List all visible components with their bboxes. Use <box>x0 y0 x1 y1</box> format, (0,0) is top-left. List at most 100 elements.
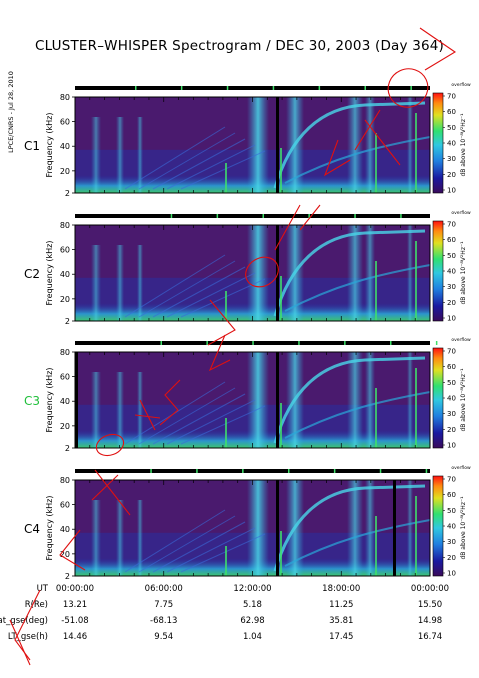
ephemeris-value: 11.25 <box>329 600 353 610</box>
data-gap <box>393 480 396 576</box>
colorbar-tick: 50 <box>447 252 456 260</box>
colorbar-overflow-tag: overflow <box>451 337 471 343</box>
ytick-label: 20 <box>60 550 70 559</box>
colorbar-tick: 20 <box>447 171 456 179</box>
ephemeris-row-ut: UT 00:00:00 06:00:00 12:00:00 18:00:00 00:00:… <box>37 584 450 594</box>
ephemeris-value: 17.45 <box>329 632 353 642</box>
ytick-label: 40 <box>60 397 70 406</box>
colorbar-tick: 60 <box>447 491 456 499</box>
ephemeris-value: -68.13 <box>150 616 177 626</box>
colorbar <box>432 347 444 449</box>
status-bar <box>75 214 430 218</box>
colorbar-label: dB above 10⁻⁸V²Hz⁻¹ <box>460 496 467 560</box>
colorbar-tick: 60 <box>447 236 456 244</box>
data-gap <box>276 480 279 576</box>
ephemeris-value: 5.18 <box>243 600 262 610</box>
ytick-label: 20 <box>60 422 70 431</box>
colorbar-tick: 10 <box>447 442 456 450</box>
colorbar <box>432 220 444 322</box>
ephemeris-label: R(Re) <box>25 600 48 610</box>
ephemeris-value: 9.54 <box>154 632 173 642</box>
ytick-label: 60 <box>60 246 70 255</box>
ytick-label: 60 <box>60 118 70 127</box>
colorbar-tick: 50 <box>447 379 456 387</box>
panel-label: C4 <box>24 522 40 536</box>
ytick-label: 40 <box>60 525 70 534</box>
ephemeris-value: 1.04 <box>243 632 262 642</box>
ytick-label: 80 <box>60 93 70 102</box>
y-axis-label: Frequency (kHz) <box>45 241 54 306</box>
spectrogram-emissions <box>75 480 431 576</box>
ytick-label: 20 <box>60 167 70 176</box>
ytick-label: 2 <box>65 317 70 326</box>
colorbar-tick: 40 <box>447 140 456 148</box>
ytick-label: 80 <box>60 221 70 230</box>
ytick-label: 60 <box>60 373 70 382</box>
colorbar-tick: 30 <box>447 155 456 163</box>
colorbar-tick: 60 <box>447 108 456 116</box>
colorbar-tick: 40 <box>447 395 456 403</box>
y-axis-label: Frequency (kHz) <box>45 496 54 561</box>
ytick-label: 2 <box>65 444 70 453</box>
ytick-label: 80 <box>60 348 70 357</box>
panel-c2: 2 20 40 60 80 Frequency (kHz) C2 overflow 10 20 30… <box>24 210 471 326</box>
spectrogram-emissions <box>75 97 431 193</box>
panel-c4: 2 20 40 60 80 Frequency (kHz) C4 overflow 10 20 30… <box>24 465 471 581</box>
colorbar-overflow-tag: overflow <box>451 82 471 88</box>
ytick-label: 2 <box>65 572 70 581</box>
ephemeris-value: 13.21 <box>63 600 87 610</box>
chart-title: CLUSTER–WHISPER Spectrogram / DEC 30, 20… <box>34 38 445 54</box>
colorbar-overflow-tag: overflow <box>451 210 471 216</box>
ephemeris-value: 00:00:00 <box>56 584 94 594</box>
colorbar-tick: 20 <box>447 554 456 562</box>
data-gap <box>276 97 279 193</box>
colorbar-tick: 10 <box>447 187 456 195</box>
data-gap <box>75 352 78 448</box>
colorbar-label: dB above 10⁻⁸V²Hz⁻¹ <box>460 113 467 177</box>
colorbar-tick: 10 <box>447 315 456 323</box>
ephemeris-value: 62.98 <box>240 616 264 626</box>
ytick-label: 40 <box>60 142 70 151</box>
colorbar <box>432 475 444 577</box>
ytick-label: 20 <box>60 295 70 304</box>
colorbar-tick: 70 <box>447 348 456 356</box>
colorbar <box>432 92 444 194</box>
colorbar-tick: 70 <box>447 93 456 101</box>
colorbar-label: dB above 10⁻⁸V²Hz⁻¹ <box>460 241 467 305</box>
colorbar-overflow-tag: overflow <box>451 465 471 471</box>
colorbar-tick: 30 <box>447 283 456 291</box>
ephemeris-row-r: R(Re) 13.21 7.75 5.18 11.25 15.50 <box>25 600 442 610</box>
ephemeris-value: 00:00:00 <box>411 584 449 594</box>
colorbar-tick: 50 <box>447 507 456 515</box>
ytick-label: 40 <box>60 270 70 279</box>
status-bar <box>75 341 438 345</box>
panel-c3: 2 20 40 60 80 Frequency (kHz) C3 overflow 10 20 30… <box>24 337 471 453</box>
ephemeris-value: 06:00:00 <box>145 584 183 594</box>
panel-c1: 2 20 40 60 80 Frequency (kHz) C1 overflow 10 20 30… <box>24 82 471 198</box>
colorbar-tick: 40 <box>447 523 456 531</box>
status-bar <box>75 86 430 90</box>
ephemeris-value: 14.46 <box>63 632 87 642</box>
y-axis-label: Frequency (kHz) <box>45 113 54 178</box>
ephemeris-value: -51.08 <box>61 616 88 626</box>
ephemeris-label: LT_gse(h) <box>8 632 48 642</box>
ytick-label: 80 <box>60 476 70 485</box>
colorbar-label: dB above 10⁻⁸V²Hz⁻¹ <box>460 368 467 432</box>
colorbar-tick: 70 <box>447 221 456 229</box>
colorbar-tick: 10 <box>447 570 456 578</box>
colorbar-tick: 70 <box>447 476 456 484</box>
ephemeris-row-lt: LT_gse(h) 14.46 9.54 1.04 17.45 16.74 <box>8 632 442 642</box>
colorbar-tick: 30 <box>447 410 456 418</box>
ephemeris-value: 12:00:00 <box>233 584 271 594</box>
panel-label: C2 <box>24 267 40 281</box>
colorbar-tick: 50 <box>447 124 456 132</box>
colorbar-tick: 30 <box>447 538 456 546</box>
y-axis-label: Frequency (kHz) <box>45 368 54 433</box>
colorbar-tick: 40 <box>447 268 456 276</box>
status-bar <box>75 469 430 473</box>
ephemeris-value: 18:00:00 <box>322 584 360 594</box>
data-gap <box>276 352 279 448</box>
ephemeris-value: 35.81 <box>329 616 353 626</box>
